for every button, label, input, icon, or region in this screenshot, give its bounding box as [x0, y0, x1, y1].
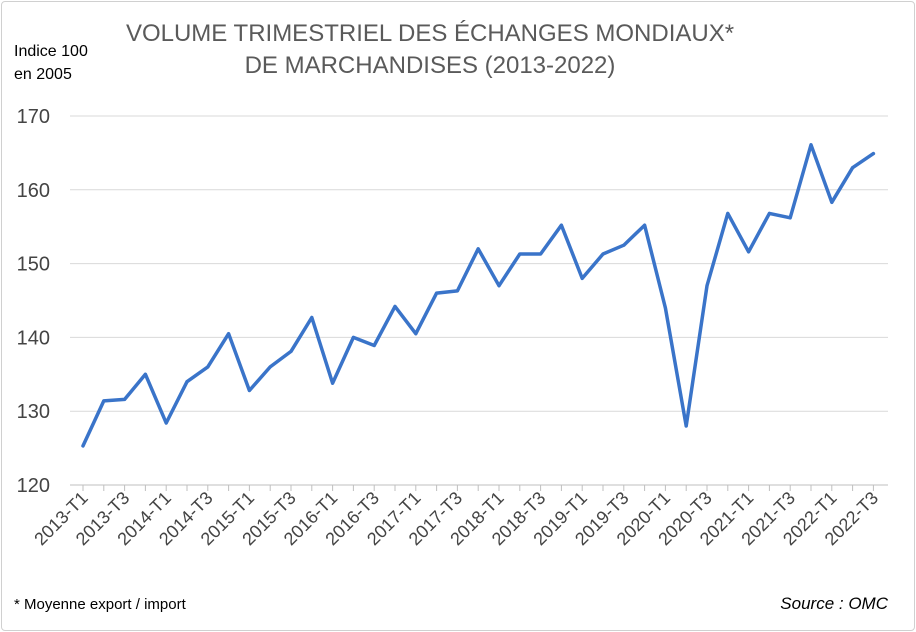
- data-point: [227, 332, 231, 336]
- data-point: [663, 306, 667, 310]
- y-tick-label: 160: [17, 180, 50, 202]
- data-point: [81, 444, 85, 448]
- data-point: [331, 381, 335, 385]
- data-point: [580, 276, 584, 280]
- data-point: [455, 289, 459, 293]
- chart-title: VOLUME TRIMESTRIEL DES ÉCHANGES MONDIAUX…: [120, 18, 740, 82]
- y-tick-label: 150: [17, 254, 50, 276]
- data-point: [185, 380, 189, 384]
- data-point: [393, 304, 397, 308]
- data-point: [247, 389, 251, 393]
- source-note: Source : OMC: [780, 594, 888, 613]
- data-point: [788, 216, 792, 220]
- data-point: [705, 284, 709, 288]
- y-tick-label: 120: [17, 475, 50, 497]
- data-point: [164, 421, 168, 425]
- data-point: [643, 223, 647, 227]
- data-point: [622, 243, 626, 247]
- data-point: [497, 284, 501, 288]
- data-point: [372, 344, 376, 348]
- y-axis-label: Indice 100 en 2005: [14, 40, 88, 86]
- data-point: [601, 252, 605, 256]
- data-point: [767, 211, 771, 215]
- data-point: [310, 315, 314, 319]
- footnote: * Moyenne export / import: [14, 596, 186, 613]
- y-tick-label: 140: [17, 327, 50, 349]
- data-point: [684, 424, 688, 428]
- data-point: [414, 332, 418, 336]
- y-tick-label: 170: [17, 106, 50, 128]
- data-point: [123, 397, 127, 401]
- data-point: [518, 252, 522, 256]
- data-point: [726, 211, 730, 215]
- data-point: [871, 152, 875, 156]
- data-point: [476, 247, 480, 251]
- data-point: [747, 250, 751, 254]
- data-point: [809, 143, 813, 147]
- data-point: [539, 252, 543, 256]
- data-point: [206, 365, 210, 369]
- data-point: [830, 200, 834, 204]
- data-point: [851, 166, 855, 170]
- data-point: [351, 335, 355, 339]
- data-point: [102, 399, 106, 403]
- chart-title-line2: DE MARCHANDISES (2013-2022): [244, 52, 616, 79]
- chart-title-line1: VOLUME TRIMESTRIEL DES ÉCHANGES MONDIAUX…: [125, 20, 735, 47]
- data-point: [435, 291, 439, 295]
- y-axis-label-line2: en 2005: [14, 66, 72, 83]
- y-axis-label-line1: Indice 100: [14, 43, 88, 60]
- y-tick-label: 130: [17, 401, 50, 423]
- data-point: [143, 372, 147, 376]
- data-point: [559, 223, 563, 227]
- data-point: [268, 365, 272, 369]
- data-point: [289, 349, 293, 353]
